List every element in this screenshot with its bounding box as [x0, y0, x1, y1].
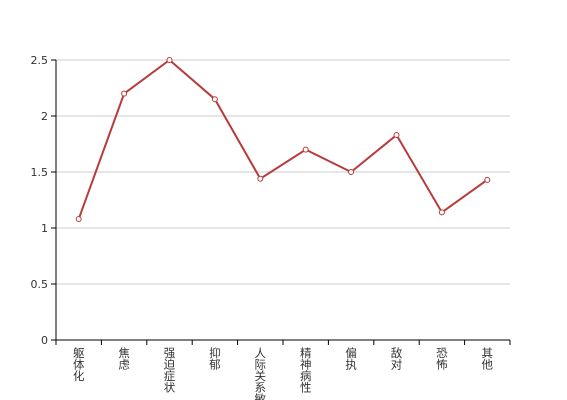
x-tick-label: 躯体化 [72, 347, 86, 382]
y-tick-label: 1 [41, 222, 48, 235]
x-tick-label: 偏执 [344, 346, 358, 371]
y-tick-label: 2 [41, 110, 48, 123]
point [348, 169, 355, 175]
point [302, 146, 309, 153]
x-tick-label: 精神病性 [299, 347, 313, 394]
y-tick-label: 0.5 [31, 278, 49, 291]
x-tick-label: 人际关系敏感 [253, 347, 267, 400]
point [166, 57, 173, 63]
point [211, 96, 218, 103]
x-tick-label: 其他 [480, 347, 494, 370]
y-tick-label: 1.5 [31, 166, 49, 179]
point [75, 216, 82, 223]
y-tick-label: 2.5 [31, 54, 49, 67]
point [484, 176, 491, 183]
point [121, 90, 128, 97]
x-tick-label: 焦虑 [117, 347, 131, 370]
x-tick-label: 抑郁 [208, 346, 222, 370]
x-tick-label: 敌对 [390, 346, 404, 370]
x-tick-label: 恐怖 [435, 347, 449, 370]
line [77, 58, 488, 220]
y-tick-label: 0 [41, 334, 48, 347]
point [393, 132, 400, 139]
point [257, 175, 264, 182]
x-tick-label: 强迫症状 [163, 347, 177, 393]
point [438, 209, 445, 216]
